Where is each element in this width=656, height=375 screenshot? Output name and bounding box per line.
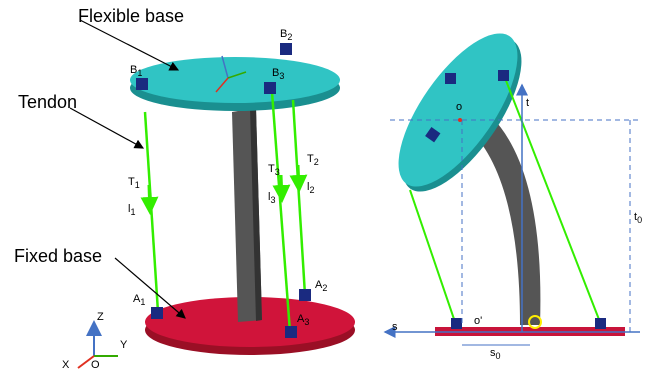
symbol-base: t [526,97,529,109]
symbol-subscript: 0 [496,351,501,361]
right-figure [377,16,640,345]
symbol-subscript: 3 [279,71,284,81]
symbol-label: T1 [128,176,140,190]
callout-label: Fixed base [14,246,102,266]
axis-label: O [91,359,100,371]
symbol-label: s0 [490,347,501,361]
symbol-subscript: 1 [130,207,135,217]
symbol-label: t0 [634,211,642,225]
symbol-label: T2 [307,153,319,167]
callout-label: Flexible base [78,6,184,26]
symbol-label: B1 [130,64,142,78]
symbol-label: o' [474,315,482,327]
symbol-base: s [392,321,398,333]
symbol-subscript: 2 [322,283,327,293]
symbol-subscript: 1 [135,180,140,190]
symbol-label: s [392,321,398,333]
symbol-subscript: 3 [304,317,309,327]
symbol-label: o [456,101,462,113]
symbol-label: t [526,97,529,109]
symbol-label: B2 [280,28,292,42]
symbol-subscript: 0 [637,215,642,225]
symbol-label: l3 [268,191,275,205]
axis-label: Y [120,339,128,351]
symbol-base: o [456,101,462,113]
symbol-base: B [130,64,137,76]
diagram: Flexible baseTendonFixed baseB1B2B3T1l1T… [0,0,656,375]
symbol-base: B [280,28,287,40]
symbol-subscript: 3 [275,167,280,177]
symbol-label: l2 [307,181,314,195]
symbol-subscript: 2 [314,157,319,167]
symbol-label: A1 [133,293,145,307]
symbol-subscript: 1 [137,68,142,78]
symbol-subscript: 1 [140,297,145,307]
symbol-base: o' [474,315,482,327]
axis-label: X [62,359,70,371]
symbol-subscript: 3 [270,195,275,205]
callout-label: Tendon [18,92,77,112]
symbol-label: l1 [128,203,135,217]
symbol-base: B [272,67,279,79]
axis-label: Z [97,311,104,323]
symbol-label: A2 [315,279,327,293]
symbol-subscript: 2 [309,185,314,195]
symbol-subscript: 2 [287,32,292,42]
